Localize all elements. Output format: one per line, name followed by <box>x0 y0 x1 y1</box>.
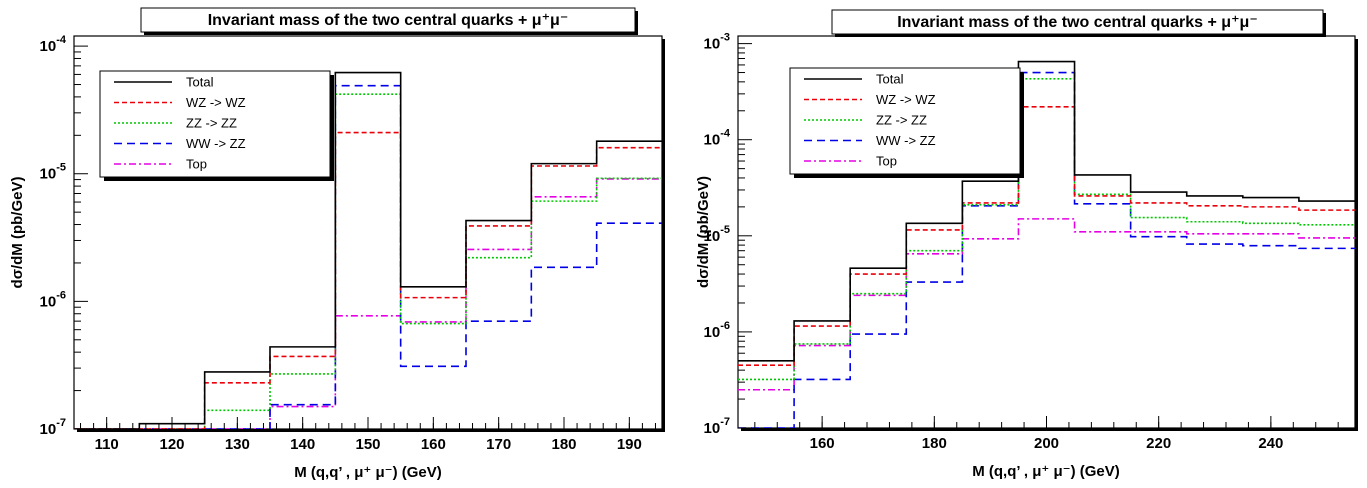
x-tick-label: 120 <box>159 436 184 453</box>
x-tick-label: 150 <box>355 436 380 453</box>
chart-0-series-total <box>74 71 662 429</box>
legend-label: Top <box>876 154 897 169</box>
histogram-right: 160 180 200 220 240 10-7 10-6 10-5 10-4 10-3 M (q,… <box>683 0 1367 483</box>
title-box <box>140 7 636 33</box>
y-tick-label: 10-7 <box>704 416 730 437</box>
legend-label: ZZ -> ZZ <box>186 116 237 131</box>
y-tick-label: 10-7 <box>40 417 66 438</box>
x-tick-label: 160 <box>810 435 835 452</box>
histogram-left: 110 120 130 140 150 160 170 180 190 10-7 10-6 10-5 1… <box>0 0 680 483</box>
chart-1-series-ww-zz <box>738 71 1355 428</box>
x-tick-label: 240 <box>1258 435 1283 452</box>
legend-label: WW -> ZZ <box>186 136 246 151</box>
x-tick-label: 180 <box>551 436 576 453</box>
y-axis-title: dσ/dM (pb/GeV) <box>695 176 712 288</box>
legend-label: Total <box>186 75 214 90</box>
x-tick-label: 220 <box>1146 435 1171 452</box>
x-tick-label: 180 <box>922 435 947 452</box>
y-tick-label: 10-3 <box>704 32 730 53</box>
chart-1-series-total <box>738 60 1355 362</box>
chart-title: Invariant mass of the two central quarks… <box>897 14 1258 31</box>
title-box <box>831 9 1324 35</box>
histogram-right-svg: 160 180 200 220 240 10-7 10-6 10-5 10-4 10-3 M (q,… <box>695 9 1358 480</box>
x-tick-label: 140 <box>290 436 315 453</box>
chart-1-series-top <box>738 218 1355 391</box>
x-tick-label: 110 <box>95 436 119 453</box>
x-tick-label: 170 <box>486 436 511 453</box>
x-axis-title: M (q,q’ , μ⁺ μ⁻) (GeV) <box>294 464 442 481</box>
legend-box <box>99 70 331 178</box>
legend-label: WZ -> WZ <box>876 92 936 107</box>
x-tick-label: 130 <box>225 436 250 453</box>
x-tick-label: 190 <box>617 436 642 453</box>
chart-title: Invariant mass of the two central quarks… <box>208 12 569 29</box>
legend-label: WZ -> WZ <box>186 95 246 110</box>
y-tick-label: 10-6 <box>704 320 730 341</box>
y-tick-label: 10-6 <box>40 289 66 310</box>
y-tick-label: 10-5 <box>704 224 730 245</box>
legend-label: WW -> ZZ <box>876 133 936 148</box>
x-tick-label: 200 <box>1034 435 1059 452</box>
legend-label: Total <box>876 72 904 87</box>
x-axis-title: M (q,q’ , μ⁺ μ⁻) (GeV) <box>972 463 1120 480</box>
y-tick-label: 10-4 <box>704 128 731 149</box>
histogram-left-svg: 110 120 130 140 150 160 170 180 190 10-7 10-6 10-5 1… <box>9 7 665 481</box>
y-tick-label: 10-5 <box>40 162 66 183</box>
legend-label: Top <box>186 157 207 172</box>
legend-label: ZZ -> ZZ <box>876 113 927 128</box>
x-tick-label: 160 <box>421 436 446 453</box>
y-tick-label: 10-4 <box>40 34 67 55</box>
legend-box <box>789 67 1021 175</box>
y-axis-title: dσ/dM (pb/GeV) <box>9 177 26 289</box>
